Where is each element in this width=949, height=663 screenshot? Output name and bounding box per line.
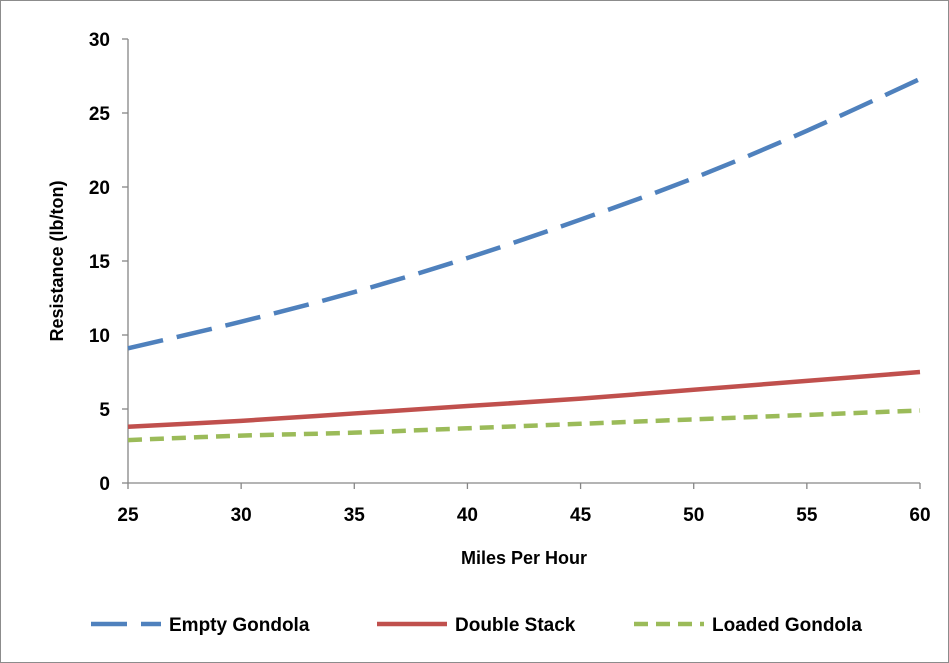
y-axis-title: Resistance (lb/ton) — [47, 180, 67, 341]
tick-labels: 0 5 10 15 20 25 30 25 30 35 40 45 50 55 60 — [89, 30, 931, 526]
y-tick-label: 20 — [89, 178, 110, 199]
legend-label: Empty Gondola — [169, 615, 310, 636]
y-tick-label: 25 — [89, 104, 111, 125]
y-tick-label: 15 — [89, 252, 111, 273]
x-tick-label: 55 — [796, 505, 818, 526]
series-line-empty-gondola — [127, 76, 921, 351]
axes — [122, 38, 921, 489]
y-tick-label: 5 — [99, 400, 110, 421]
x-tick-label: 60 — [909, 505, 930, 526]
y-tick-label: 10 — [89, 326, 110, 347]
x-tick-label: 45 — [570, 505, 592, 526]
x-tick-label: 50 — [683, 505, 704, 526]
x-tick-label: 35 — [344, 505, 366, 526]
x-tick-label: 25 — [117, 505, 139, 526]
series-line-loaded-gondola — [127, 408, 921, 443]
legend-label: Double Stack — [455, 615, 576, 636]
x-axis-title: Miles Per Hour — [461, 548, 587, 568]
series-layer — [127, 76, 921, 443]
legend: Empty Gondola Double Stack Loaded Gondola — [91, 615, 862, 636]
y-tick-label: 0 — [99, 474, 110, 495]
x-tick-label: 30 — [231, 505, 252, 526]
legend-label: Loaded Gondola — [712, 615, 862, 636]
series-line-double-stack — [127, 369, 921, 430]
x-tick-label: 40 — [457, 505, 478, 526]
y-tick-label: 30 — [89, 30, 110, 51]
